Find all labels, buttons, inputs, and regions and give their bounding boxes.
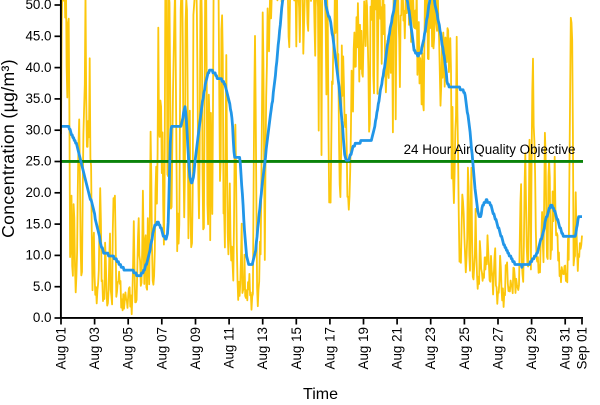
svg-text:Aug 23: Aug 23 (423, 327, 438, 369)
svg-text:Aug 25: Aug 25 (457, 327, 472, 369)
svg-text:Aug 29: Aug 29 (524, 327, 539, 369)
svg-text:24 Hour Air Quality Objective: 24 Hour Air Quality Objective (404, 142, 576, 157)
svg-text:Aug 03: Aug 03 (87, 327, 102, 369)
svg-text:20.0: 20.0 (25, 185, 51, 200)
svg-text:10.0: 10.0 (25, 248, 51, 263)
svg-text:Aug 05: Aug 05 (121, 327, 136, 369)
svg-text:50.0: 50.0 (25, 0, 51, 12)
svg-text:40.0: 40.0 (25, 60, 51, 75)
svg-text:Aug 15: Aug 15 (289, 327, 304, 369)
svg-text:Aug 19: Aug 19 (356, 327, 371, 369)
svg-text:45.0: 45.0 (25, 29, 51, 44)
svg-text:Aug 11: Aug 11 (222, 327, 237, 368)
svg-text:15.0: 15.0 (25, 216, 51, 231)
svg-text:Aug 27: Aug 27 (491, 327, 506, 369)
svg-text:Concentration (µg/m³): Concentration (µg/m³) (0, 59, 18, 238)
svg-text:Aug 21: Aug 21 (390, 327, 405, 369)
svg-text:Aug 07: Aug 07 (154, 327, 169, 369)
svg-text:Aug 09: Aug 09 (188, 327, 203, 369)
svg-text:5.0: 5.0 (33, 279, 52, 294)
svg-text:0.0: 0.0 (33, 310, 52, 325)
svg-text:Time: Time (303, 386, 338, 400)
svg-text:Aug 13: Aug 13 (255, 327, 270, 369)
svg-text:Sep 01: Sep 01 (575, 327, 590, 369)
svg-text:Aug 17: Aug 17 (322, 327, 337, 369)
svg-text:Aug 01: Aug 01 (54, 327, 69, 369)
svg-text:25.0: 25.0 (25, 154, 51, 169)
svg-text:30.0: 30.0 (25, 122, 51, 137)
svg-text:Aug 31: Aug 31 (558, 327, 573, 369)
svg-text:35.0: 35.0 (25, 91, 51, 106)
